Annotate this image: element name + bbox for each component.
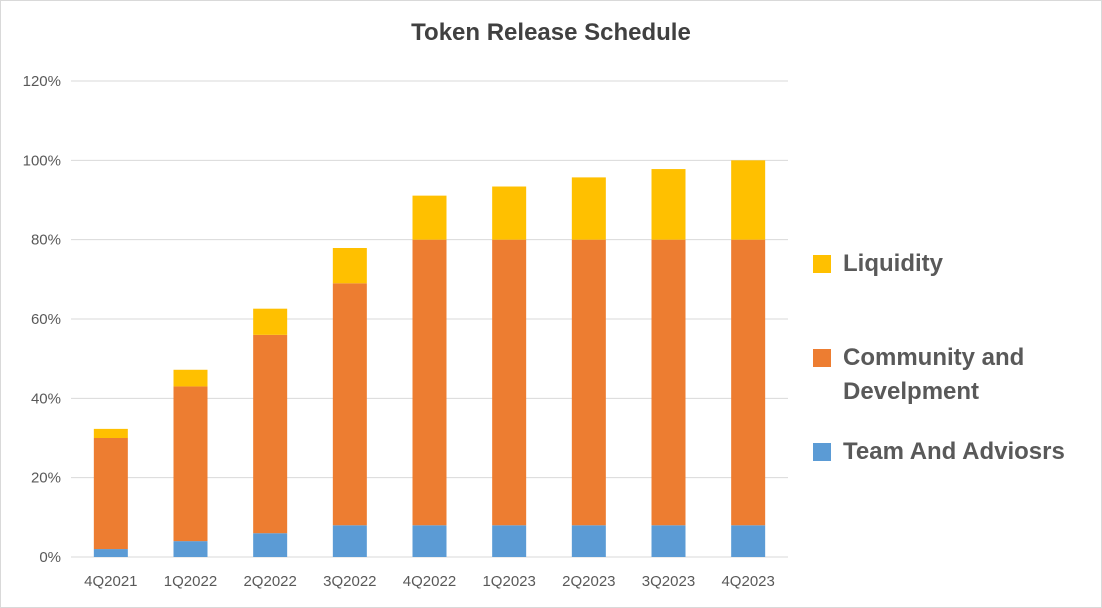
x-tick-label: 4Q2023 bbox=[721, 573, 774, 590]
bar-community-and-develpment-4Q2022 bbox=[412, 239, 447, 526]
x-tick-label: 4Q2021 bbox=[84, 573, 137, 590]
x-tick-label: 1Q2022 bbox=[164, 573, 217, 590]
y-tick-label: 60% bbox=[31, 311, 61, 328]
bar-community-and-develpment-3Q2022 bbox=[332, 283, 367, 526]
bar-liquidity-2Q2022 bbox=[253, 308, 288, 335]
bar-liquidity-4Q2023 bbox=[731, 160, 766, 240]
y-tick-label: 100% bbox=[23, 152, 61, 169]
bar-team-and-adviosrs-1Q2022 bbox=[173, 541, 208, 557]
x-tick-label: 2Q2022 bbox=[243, 573, 296, 590]
bar-liquidity-1Q2023 bbox=[492, 186, 527, 240]
bars bbox=[93, 160, 766, 557]
x-tick-label: 3Q2023 bbox=[642, 573, 695, 590]
x-tick-label: 4Q2022 bbox=[403, 573, 456, 590]
bar-community-and-develpment-4Q2021 bbox=[93, 438, 128, 550]
y-tick-label: 80% bbox=[31, 232, 61, 249]
bar-team-and-adviosrs-4Q2021 bbox=[93, 549, 128, 557]
y-axis-ticks: 0% 20% 40% 60% 80% 100% 120% bbox=[23, 73, 61, 566]
bar-liquidity-1Q2022 bbox=[173, 369, 208, 387]
y-tick-label: 0% bbox=[39, 549, 61, 566]
bar-community-and-develpment-3Q2023 bbox=[651, 239, 686, 526]
legend-item-community: Community and Develpment bbox=[813, 344, 1083, 409]
bar-community-and-develpment-2Q2023 bbox=[571, 239, 606, 526]
bar-liquidity-4Q2021 bbox=[93, 428, 128, 438]
x-tick-label: 3Q2022 bbox=[323, 573, 376, 590]
bar-liquidity-4Q2022 bbox=[412, 195, 447, 240]
legend-item-liquidity: Liquidity bbox=[813, 250, 1083, 281]
y-tick-label: 120% bbox=[23, 73, 61, 90]
x-axis-ticks: 4Q2021 1Q2022 2Q2022 3Q2022 4Q2022 1Q2023 2Q20… bbox=[84, 573, 775, 590]
legend-label-community: Community and Develpment bbox=[843, 344, 1025, 405]
bar-team-and-adviosrs-4Q2022 bbox=[412, 525, 447, 557]
bar-team-and-adviosrs-3Q2022 bbox=[332, 525, 367, 557]
y-tick-label: 20% bbox=[31, 470, 61, 487]
bar-team-and-adviosrs-2Q2023 bbox=[571, 525, 606, 557]
legend-swatch-liquidity bbox=[813, 255, 831, 273]
x-tick-label: 2Q2023 bbox=[562, 573, 615, 590]
bar-community-and-develpment-1Q2022 bbox=[173, 386, 208, 542]
bar-liquidity-3Q2022 bbox=[332, 247, 367, 284]
bar-team-and-adviosrs-3Q2023 bbox=[651, 525, 686, 557]
bar-community-and-develpment-2Q2022 bbox=[253, 334, 288, 534]
chart-title: Token Release Schedule bbox=[411, 19, 691, 46]
legend-label-team: Team And Adviosrs bbox=[843, 438, 1065, 465]
bar-community-and-develpment-1Q2023 bbox=[492, 239, 527, 526]
legend-item-team: Team And Adviosrs bbox=[813, 438, 1083, 469]
bar-community-and-develpment-4Q2023 bbox=[731, 239, 766, 526]
bar-team-and-adviosrs-4Q2023 bbox=[731, 525, 766, 557]
bar-liquidity-2Q2023 bbox=[571, 177, 606, 240]
legend-swatch-team bbox=[813, 443, 831, 461]
legend-label-liquidity: Liquidity bbox=[843, 250, 943, 277]
y-tick-label: 40% bbox=[31, 390, 61, 407]
bar-liquidity-3Q2023 bbox=[651, 169, 686, 240]
legend-swatch-community bbox=[813, 349, 831, 367]
bar-team-and-adviosrs-2Q2022 bbox=[253, 533, 288, 557]
bar-team-and-adviosrs-1Q2023 bbox=[492, 525, 527, 557]
x-tick-label: 1Q2023 bbox=[482, 573, 535, 590]
